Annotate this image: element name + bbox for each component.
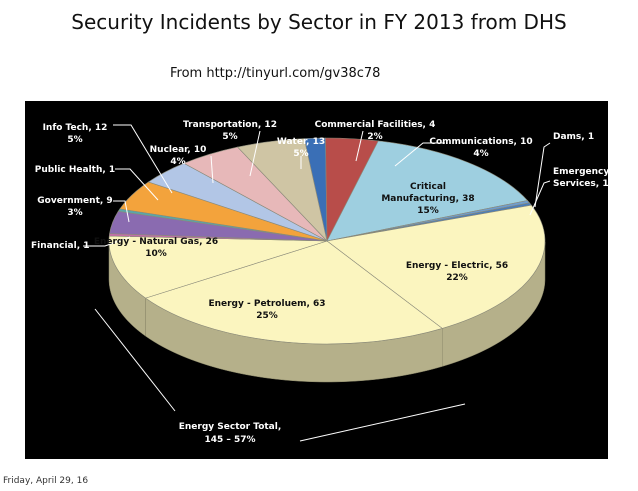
slice-label-nuclear: Nuclear, 10 4%: [150, 145, 207, 167]
slice-label-transportation: Transportation, 12 5%: [183, 120, 277, 142]
slice-name-value: Energy - Electric, 56: [406, 261, 508, 271]
slice-label-commercial-facilities: Commercial Facilities, 4 2%: [315, 120, 436, 142]
slice-percent: 3%: [67, 208, 82, 218]
slice-name-value: Nuclear, 10: [150, 145, 207, 155]
slice-percent: 10%: [145, 249, 167, 259]
slice-name-value: Dams, 1: [553, 132, 594, 142]
slice-percent: 4%: [473, 149, 488, 159]
slice-name-value: Manufacturing, 38: [381, 194, 474, 204]
slice-name-value: Commercial Facilities, 4: [315, 120, 436, 130]
slice-name-value: Transportation, 12: [183, 120, 277, 130]
leader-line-nuclear: [210, 155, 214, 184]
pie-slice-energy-electric: [326, 204, 546, 329]
slice-name-value: Services, 1: [553, 179, 608, 189]
energy-bracket-right: [299, 403, 466, 442]
slice-name-value: Public Health, 1: [35, 165, 115, 175]
slice-name-value: Government, 9: [37, 196, 112, 206]
leader-line-dams: [534, 142, 551, 208]
slice-label-water: Water, 13 5%: [277, 137, 325, 159]
slice-percent: 5%: [293, 149, 308, 159]
pie-slices: [108, 137, 546, 345]
slice-percent: 5%: [222, 132, 237, 142]
slice-percent: 5%: [67, 135, 82, 145]
energy-total-line2: 145 – 57%: [204, 435, 255, 445]
slice-percent: 4%: [170, 157, 185, 167]
slice-percent: 22%: [446, 273, 468, 283]
slice-label-dams: Dams, 1: [553, 132, 594, 142]
leader-lines: [83, 124, 551, 247]
slice-label-energy-petroluem: Energy - Petroluem, 63 25%: [208, 299, 325, 321]
slice-name-value: Energy - Petroluem, 63: [208, 299, 325, 309]
slide-subtitle: From http://tinyurl.com/gv38c78: [170, 66, 381, 81]
slice-label-financial: Financial, 1: [31, 241, 90, 251]
energy-bracket-left: [94, 308, 176, 412]
chart-panel: Commercial Facilities, 4 2% Communications…: [25, 101, 608, 459]
slice-labels: Commercial Facilities, 4 2% Communications…: [31, 120, 608, 321]
pie-slice-critical-manufacturing: [326, 140, 529, 242]
slice-label-critical-manufacturing: Critical Manufacturing, 38 15%: [381, 182, 474, 216]
slice-percent: 25%: [256, 311, 278, 321]
leader-line-government: [113, 200, 130, 223]
leader-line-financial: [83, 236, 131, 247]
slice-percent: 2%: [367, 132, 382, 142]
pie-chart: Commercial Facilities, 4 2% Communications…: [31, 120, 608, 445]
slice-name-value: Info Tech, 12: [43, 123, 108, 133]
slice-label-energy-electric: Energy - Electric, 56 22%: [406, 261, 508, 283]
slice-label-government: Government, 9 3%: [37, 196, 112, 218]
pie-slice-energy-natural-gas: [108, 235, 328, 299]
slice-percent: 15%: [417, 206, 439, 216]
leader-line-emergency-services: [529, 180, 551, 216]
slice-label-public-health: Public Health, 1: [35, 165, 115, 175]
slice-name-value: Emergency: [553, 167, 608, 177]
slice-name-value: Water, 13: [277, 137, 325, 147]
energy-total-line1: Energy Sector Total,: [179, 422, 282, 432]
pie-slice-energy-petroluem: [144, 240, 443, 345]
leader-line-commercial-facilities: [355, 130, 364, 162]
leader-line-public-health: [115, 168, 159, 201]
footer-date: Friday, April 29, 16: [3, 476, 89, 486]
slice-name-value: Energy - Natural Gas, 26: [94, 237, 218, 247]
leader-line-transportation: [249, 130, 261, 177]
slice-label-communications: Communications, 10 4%: [429, 137, 532, 159]
slice-label-energy-natural-gas: Energy - Natural Gas, 26 10%: [94, 237, 218, 259]
slide-title: Security Incidents by Sector in FY 2013 …: [71, 10, 567, 34]
energy-total-annotation: Energy Sector Total, 145 – 57%: [94, 308, 466, 445]
leader-line-communications: [394, 142, 445, 167]
leader-line-info-tech: [113, 124, 173, 194]
slice-name-value: Communications, 10: [429, 137, 532, 147]
slice-label-info-tech: Info Tech, 12 5%: [43, 123, 108, 145]
pie-slice-water: [237, 138, 328, 242]
slice-label-emergency-services: Emergency Services, 1: [553, 167, 608, 189]
slice-name-value: Financial, 1: [31, 241, 90, 251]
slice-name-value: Critical: [410, 182, 446, 192]
